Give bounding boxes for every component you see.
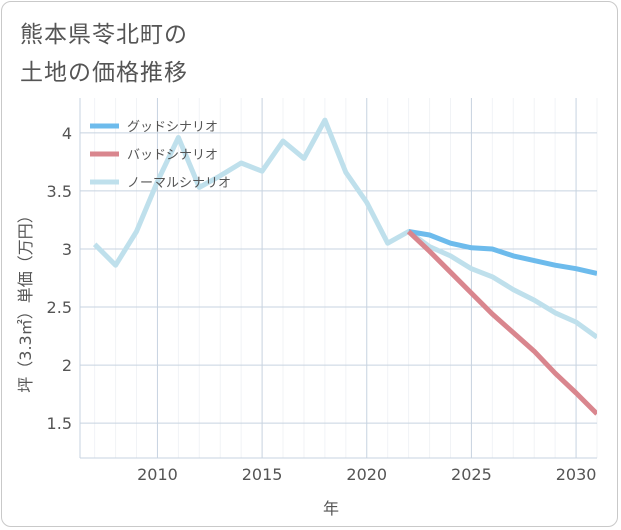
legend-label: グッドシナリオ [127, 120, 218, 135]
x-tick-label: 2010 [137, 465, 178, 484]
legend-label: ノーマルシナリオ [127, 176, 231, 191]
y-tick-label: 4 [62, 124, 72, 143]
legend-label: バッドシナリオ [127, 148, 218, 163]
grid-lines [79, 98, 598, 459]
y-axis-label: 坪（3.3㎡）単価（万円） [16, 207, 35, 392]
series-line-1 [406, 229, 597, 416]
y-tick-label: 3.5 [47, 182, 72, 201]
y-tick-label: 2.5 [47, 298, 72, 317]
chart-title: 熊本県苓北町の 土地の価格推移 [20, 22, 188, 86]
series-line-0 [408, 229, 597, 276]
y-tick-label: 2 [62, 356, 72, 375]
y-tick-label: 1.5 [47, 414, 72, 433]
x-tick-label: 2030 [556, 465, 597, 484]
x-tick-label: 2020 [346, 465, 387, 484]
x-tick-label: 2015 [242, 465, 283, 484]
series-line-2 [92, 117, 597, 340]
y-tick-label: 3 [62, 240, 72, 259]
x-tick-label: 2025 [451, 465, 492, 484]
x-axis-label: 年 [323, 499, 339, 518]
tick-labels: 2010 2015 2020 2025 2030 1.5 2 2.5 3 3.5 4 [47, 124, 597, 484]
series-lines [92, 117, 597, 416]
